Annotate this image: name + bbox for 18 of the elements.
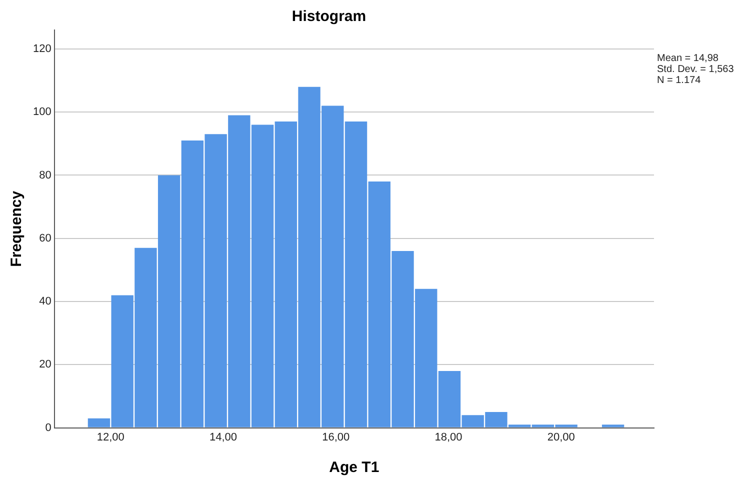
y-tick-label: 100 — [32, 106, 52, 118]
chart-title: Histogram — [292, 8, 366, 26]
x-tick-label: 20,00 — [547, 431, 575, 444]
text: N = 1.174 — [657, 75, 702, 86]
x-tick-label: 18,00 — [434, 431, 462, 444]
y-tick-label: 20 — [39, 358, 52, 371]
y-tick-label: 120 — [32, 42, 52, 55]
x-tick-label: 12,00 — [96, 431, 124, 444]
text: Mean = 14,98 — [657, 53, 720, 64]
y-tick-label: 80 — [39, 169, 52, 182]
text: Std. Dev. = 1,563 — [657, 64, 734, 75]
x-tick-label: 16,00 — [322, 431, 350, 444]
x-tick-label: 14,00 — [210, 431, 238, 444]
y-tick-label: 40 — [39, 296, 52, 308]
y-tick-label: 60 — [39, 232, 52, 244]
x-axis-title: Age T1 — [329, 459, 380, 476]
y-tick-label: 0 — [45, 422, 52, 434]
y-axis-title: Frequency — [8, 190, 26, 267]
